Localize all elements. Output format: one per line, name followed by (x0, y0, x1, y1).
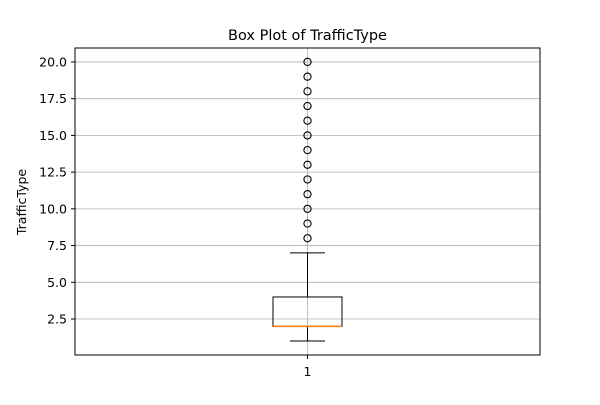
outlier-point (303, 175, 312, 184)
plot-area-frame (74, 47, 541, 356)
outlier-point (303, 190, 312, 199)
outlier-point (303, 101, 312, 111)
box-plot-marks (272, 57, 343, 342)
y-tick-label: 7.5 (47, 238, 67, 253)
outlier-point (303, 204, 312, 213)
y-tick-label: 10.0 (39, 201, 67, 216)
y-tick-label: 20.0 (39, 54, 67, 69)
outlier-point (303, 116, 312, 125)
outlier-point (303, 57, 312, 67)
y-tick-label: 5.0 (47, 275, 67, 290)
y-tick-label: 17.5 (39, 91, 67, 106)
outlier-point (303, 145, 312, 155)
y-axis-label: TrafficType (14, 169, 29, 237)
x-tick-label: 1 (304, 364, 312, 379)
outlier-point (303, 160, 312, 169)
outlier-point (303, 131, 312, 140)
y-tick-label: 12.5 (39, 165, 67, 180)
chart-title: Box Plot of TrafficType (228, 28, 387, 44)
y-tick-label: 2.5 (47, 312, 67, 327)
axis-ticks: 2.5 5.0 7.5 10.0 12.5 15.0 17.5 20.0 1 (39, 54, 311, 379)
outlier-point (303, 219, 312, 228)
y-tick-label: 15.0 (39, 128, 67, 143)
outlier-point (303, 87, 312, 96)
outlier-point (303, 72, 312, 81)
outlier-point (303, 234, 312, 243)
grid-lines (75, 48, 540, 355)
